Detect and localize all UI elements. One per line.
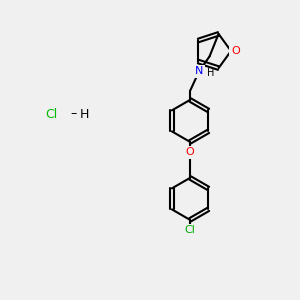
Text: O: O <box>231 46 240 56</box>
Text: Cl: Cl <box>184 225 196 236</box>
Text: O: O <box>186 147 194 158</box>
Text: H: H <box>80 107 89 121</box>
Text: Cl: Cl <box>45 107 57 121</box>
Text: –: – <box>70 107 77 121</box>
Text: N: N <box>195 66 203 76</box>
Text: H: H <box>207 68 214 78</box>
